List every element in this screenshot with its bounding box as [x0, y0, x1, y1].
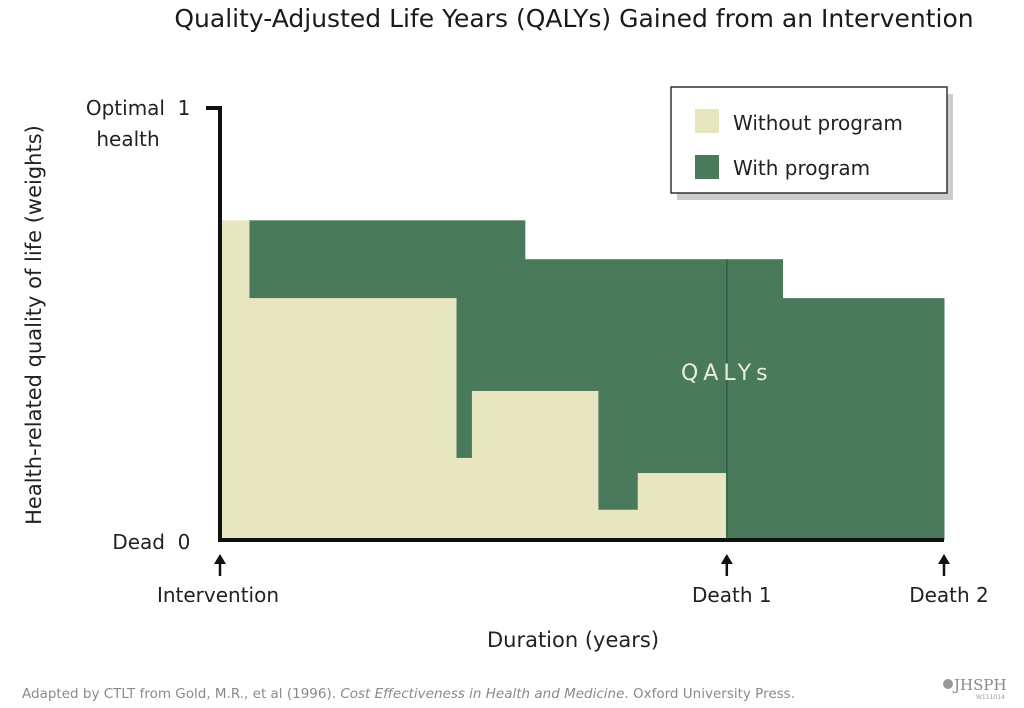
legend-label-without-program: Without program — [733, 111, 903, 135]
logo-text: JHSPH — [952, 676, 1007, 694]
logo-code: W111014 — [976, 694, 1005, 701]
area-step — [220, 220, 250, 540]
series-without-program — [220, 220, 728, 540]
x-marker-label-intervention: Intervention — [157, 583, 279, 607]
area-step — [597, 509, 639, 540]
up-arrow-icon — [214, 554, 226, 576]
y-tick-caption-health: health — [96, 127, 159, 151]
legend-label-with-program: With program — [733, 156, 870, 180]
up-arrow-icon — [938, 554, 950, 576]
qaly-annotation: QALYs — [681, 361, 773, 386]
shield-icon — [943, 679, 953, 689]
area-step — [637, 473, 728, 540]
y-axis-label: Health-related quality of life (weights) — [22, 125, 46, 525]
x-markers — [214, 554, 950, 576]
footer-suffix: . Oxford University Press. — [624, 686, 795, 702]
area-step — [248, 298, 457, 540]
area-layer — [220, 220, 945, 540]
y-tick-caption-dead: Dead — [112, 530, 165, 554]
x-marker-label-death-1: Death 1 — [692, 583, 772, 607]
y-tick-label-1: 1 — [178, 96, 191, 120]
chart-title: Quality-Adjusted Life Years (QALYs) Gain… — [174, 4, 973, 33]
area-step — [782, 298, 945, 540]
footer-prefix: Adapted by CTLT from Gold, M.R., et al (… — [22, 686, 340, 702]
area-step — [456, 457, 473, 540]
x-axis-label: Duration (years) — [487, 628, 659, 652]
y-tick-caption-optimal: Optimal — [86, 96, 165, 120]
y-tick-label-0: 0 — [178, 530, 191, 554]
axes — [206, 106, 944, 542]
footer-book-title: Cost Effectiveness in Health and Medicin… — [340, 686, 624, 702]
area-step — [471, 390, 599, 540]
jhsph-logo: JHSPH W111014 — [943, 676, 1007, 701]
legend-swatch-without-program — [695, 109, 719, 133]
legend-swatch-with-program — [695, 155, 719, 179]
footer-citation: Adapted by CTLT from Gold, M.R., et al (… — [22, 686, 795, 702]
up-arrow-icon — [720, 554, 733, 576]
legend: Without program With program — [670, 86, 953, 200]
x-marker-label-death-2: Death 2 — [909, 583, 989, 607]
